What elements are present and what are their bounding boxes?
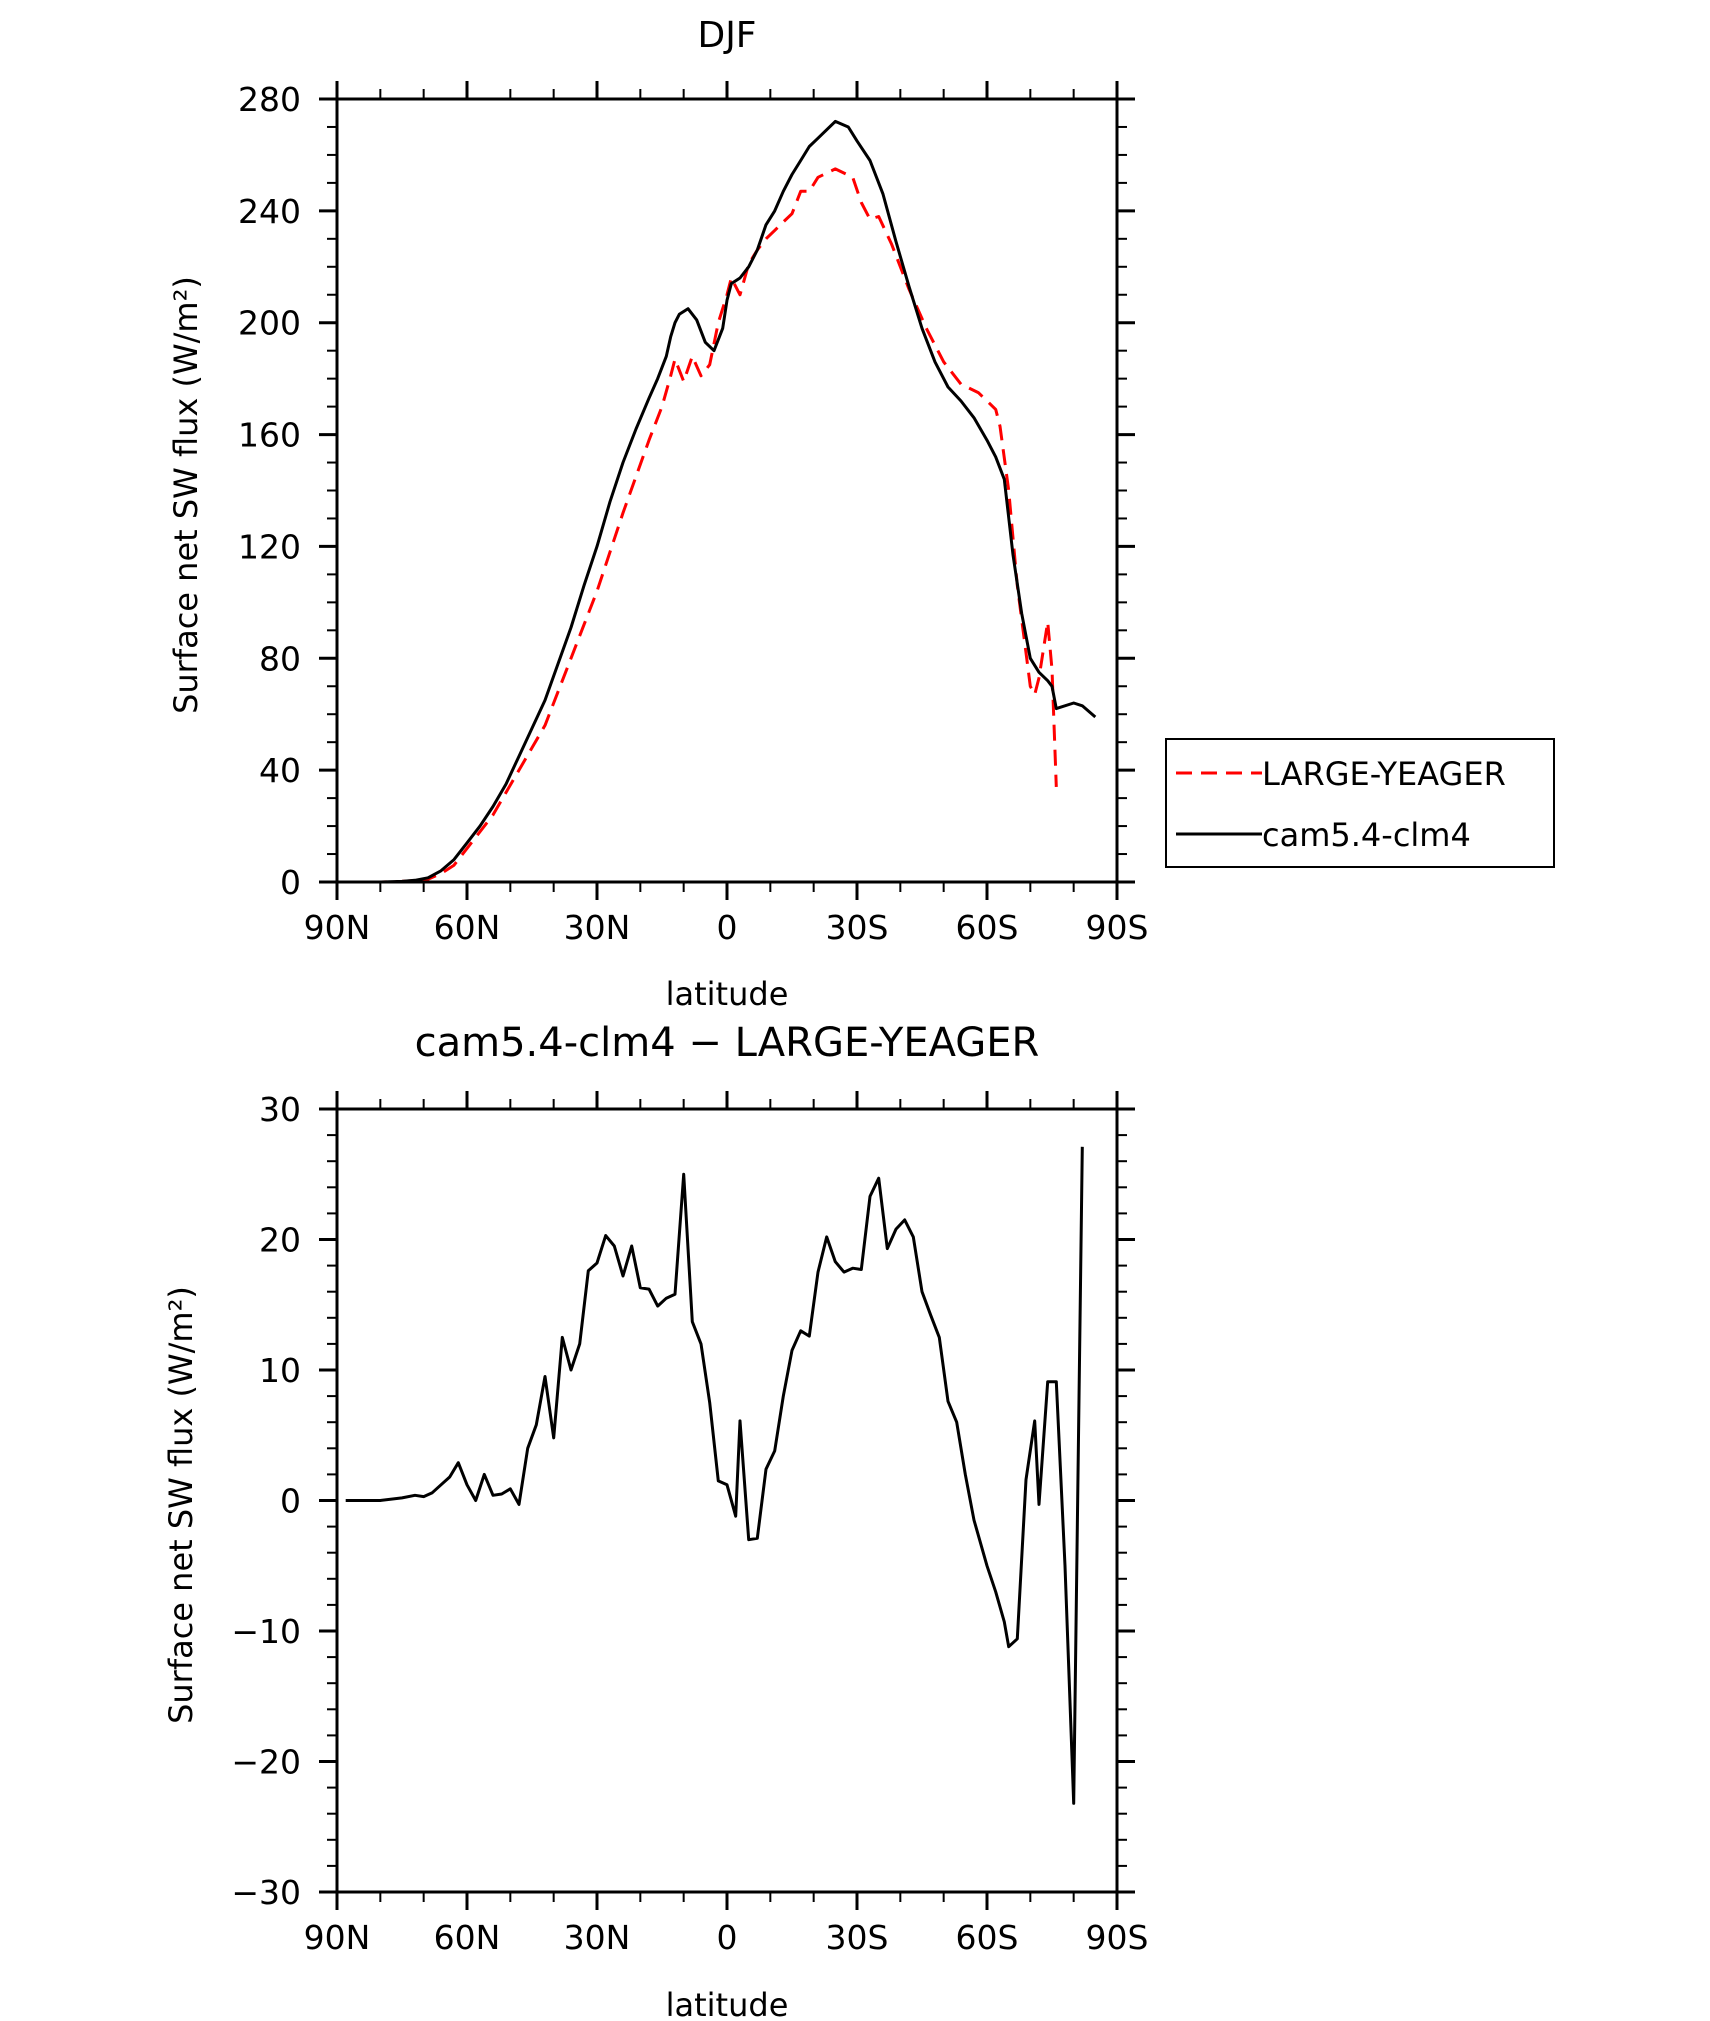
axis-ticks	[319, 81, 1135, 900]
y-axis-label: Surface net SW flux (W/m²)	[167, 276, 205, 714]
y-tick-label: 280	[238, 80, 301, 119]
x-tick-label: 30S	[826, 1918, 889, 1957]
y-tick-label: 30	[259, 1090, 301, 1129]
legend-label-cam5-4-clm4: cam5.4-clm4	[1262, 816, 1471, 854]
legend-label-large-yeager: LARGE-YEAGER	[1262, 755, 1506, 793]
y-tick-label: 0	[280, 1482, 301, 1521]
x-tick-label: 90N	[304, 908, 371, 947]
x-axis-label: latitude	[666, 1986, 789, 2021]
x-tick-label: 90S	[1086, 908, 1149, 947]
chart-panel-bottom: cam5.4-clm4 − LARGE-YEAGER 90N 60N 30N 0 30S…	[162, 1020, 1148, 2021]
plot-frame	[335, 1107, 1119, 1894]
y-tick-label: 0	[280, 863, 301, 902]
legend-box	[1165, 738, 1555, 868]
x-tick-label: 60N	[434, 1918, 501, 1957]
axis-ticks	[319, 1091, 1135, 1910]
x-tick-label: 90S	[1086, 1918, 1149, 1957]
y-tick-labels: −30 −20 −10 0 10 20 30	[231, 1090, 301, 1912]
y-axis-label: Surface net SW flux (W/m²)	[162, 1286, 200, 1724]
legend: LARGE-YEAGER cam5.4-clm4	[1165, 738, 1555, 868]
chart-panel-top: DJF 90N 60N 30N 0 30S 60S 90S 0 40 80 120 160 200 24…	[167, 15, 1555, 1013]
x-tick-label: 0	[717, 1918, 738, 1957]
y-tick-label: 240	[238, 192, 301, 231]
y-tick-label: 20	[259, 1221, 301, 1260]
y-tick-label: 120	[238, 527, 301, 566]
chart-title: cam5.4-clm4 − LARGE-YEAGER	[415, 1020, 1040, 1066]
y-tick-label: 200	[238, 304, 301, 343]
x-tick-label: 30N	[564, 1918, 631, 1957]
series-line-cam5-4-clm4	[345, 119, 1097, 884]
x-tick-label: 90N	[304, 1918, 371, 1957]
series-lines	[345, 1146, 1084, 1805]
y-tick-label: −20	[231, 1743, 301, 1782]
y-tick-label: −10	[231, 1612, 301, 1651]
y-tick-label: 160	[238, 416, 301, 455]
plot-frame	[335, 97, 1119, 884]
y-tick-label: 40	[259, 751, 301, 790]
x-tick-label: 60N	[434, 908, 501, 947]
series-lines	[345, 119, 1097, 884]
x-tick-label: 30S	[826, 908, 889, 947]
y-tick-label: 80	[259, 639, 301, 678]
y-tick-label: −30	[231, 1873, 301, 1912]
x-tick-label: 30N	[564, 908, 631, 947]
chart-title: DJF	[697, 15, 756, 56]
x-tick-labels: 90N 60N 30N 0 30S 60S 90S	[304, 908, 1149, 947]
x-tick-labels: 90N 60N 30N 0 30S 60S 90S	[304, 1918, 1149, 1957]
y-tick-label: 10	[259, 1351, 301, 1390]
series-line-difference	[345, 1146, 1084, 1805]
series-line-large-yeager	[345, 167, 1058, 884]
y-tick-labels: 0 40 80 120 160 200 240 280	[238, 80, 301, 902]
x-tick-label: 0	[717, 908, 738, 947]
x-tick-label: 60S	[956, 1918, 1019, 1957]
x-axis-label: latitude	[666, 975, 789, 1013]
x-tick-label: 60S	[956, 908, 1019, 947]
